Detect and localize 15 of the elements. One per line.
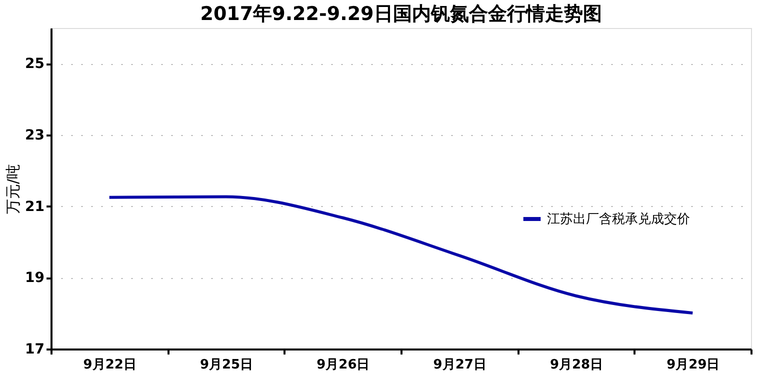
x-tick-label: 9月29日	[666, 358, 720, 372]
x-tick-label: 9月25日	[200, 358, 254, 372]
chart-title: 2017年9.22-9.29日国内钒氮合金行情走势图	[200, 3, 602, 25]
y-tick-label: 25	[25, 56, 44, 72]
legend-label: 江苏出厂含税承兑成交价	[547, 211, 690, 227]
line-series	[108, 195, 694, 314]
y-tick-label: 21	[25, 198, 44, 215]
y-tick-label: 19	[25, 270, 44, 286]
y-tick-label: 17	[25, 342, 44, 358]
y-tick-label: 23	[25, 128, 44, 144]
x-tick-label: 9月28日	[550, 358, 604, 372]
y-axis-title: 万元/吨	[4, 164, 22, 214]
x-tick-label: 9月27日	[433, 358, 486, 372]
x-tick-label: 9月26日	[316, 358, 370, 372]
x-tick-label: 9月22日	[83, 358, 136, 372]
